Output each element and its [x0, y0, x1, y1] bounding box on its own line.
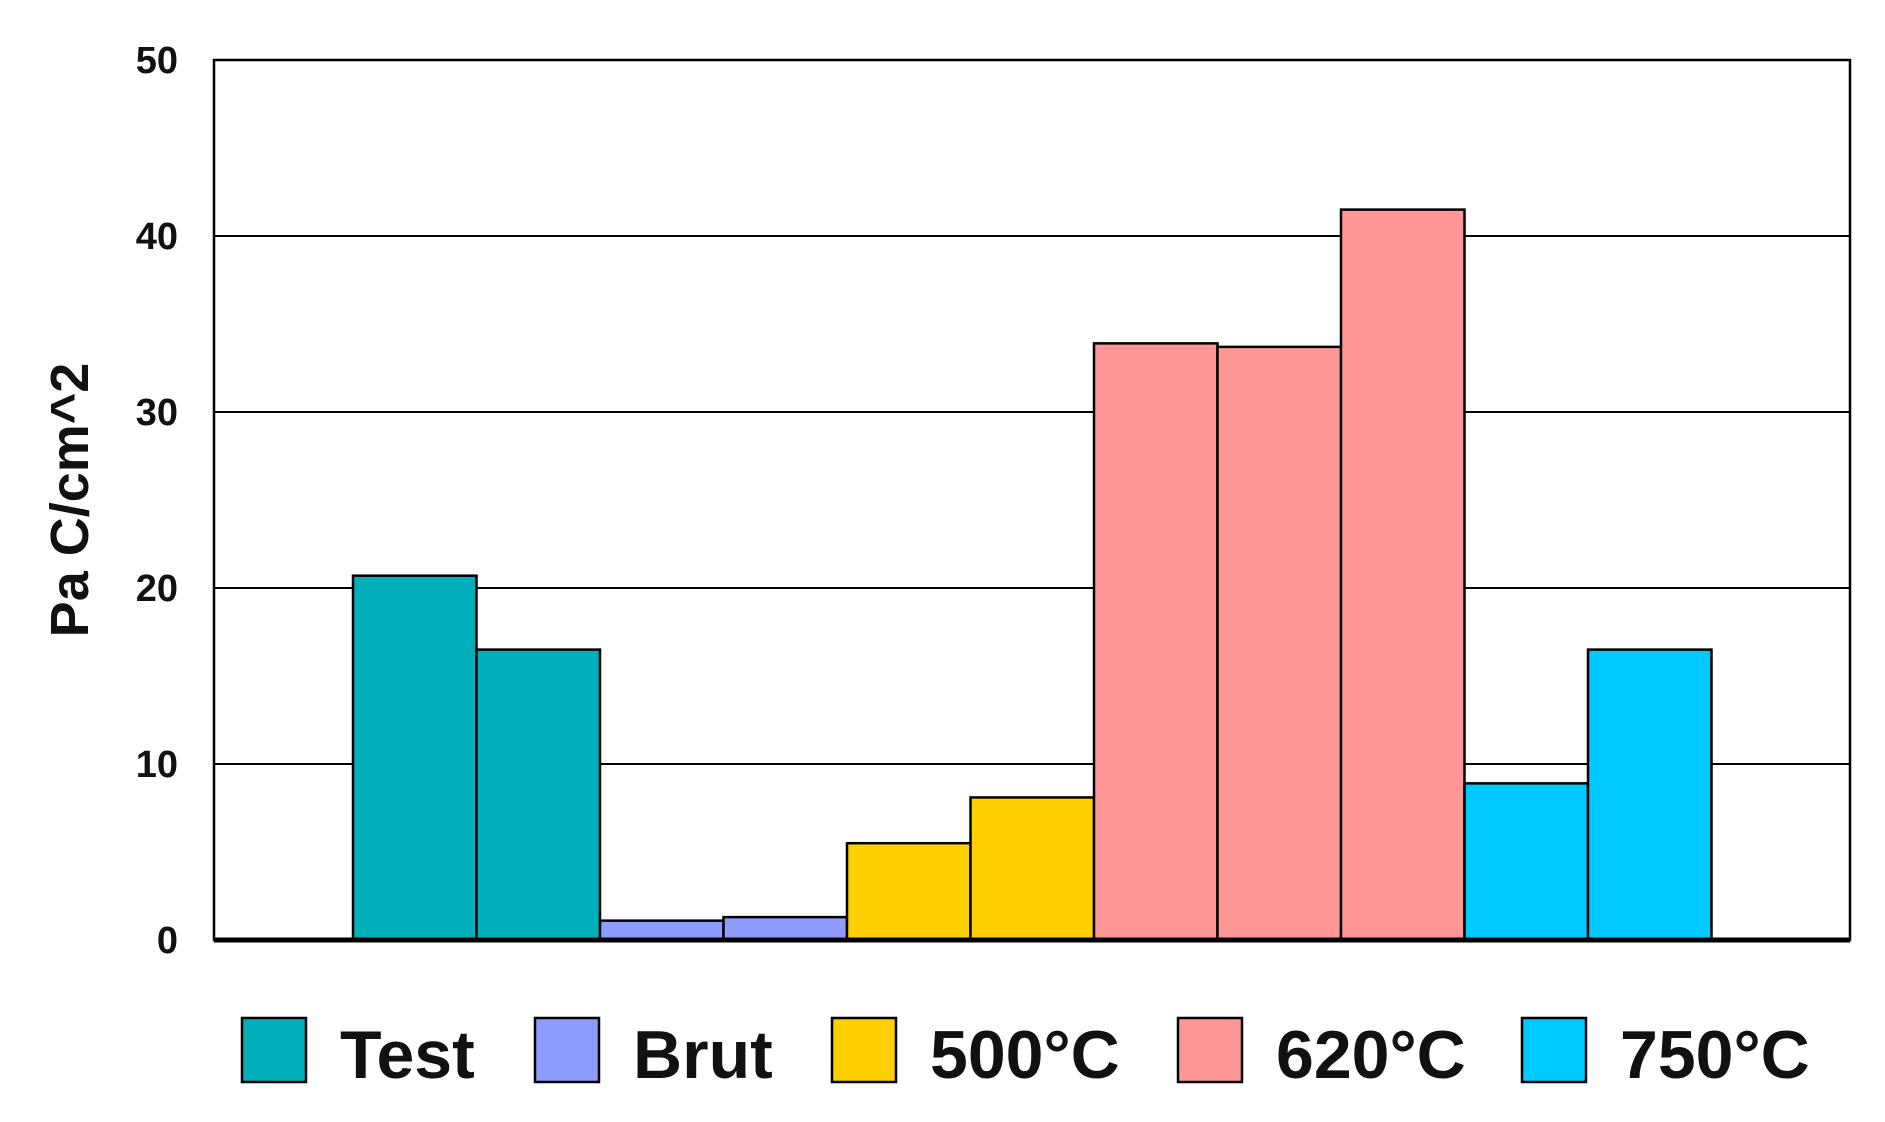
legend-swatch — [1520, 1016, 1588, 1084]
bar — [1216, 345, 1343, 942]
y-tick-label: 20 — [136, 568, 178, 610]
legend-swatch — [1176, 1016, 1244, 1084]
bar — [475, 648, 602, 942]
legend-label: Test — [340, 1017, 475, 1093]
legend-label: 620°C — [1276, 1017, 1466, 1093]
legend-label: 750°C — [1620, 1017, 1810, 1093]
legend-swatch — [830, 1016, 898, 1084]
bar — [1092, 342, 1219, 942]
bar — [1463, 782, 1590, 942]
y-tick-label: 30 — [136, 392, 178, 434]
bar — [1586, 648, 1713, 942]
y-axis-title: Pa C/cm^2 — [40, 363, 100, 638]
y-tick-label: 0 — [157, 920, 178, 962]
y-tick-label: 50 — [136, 40, 178, 82]
legend-label: 500°C — [930, 1017, 1120, 1093]
legend-swatch — [240, 1016, 308, 1084]
bar — [598, 919, 725, 942]
bar — [722, 915, 849, 942]
y-tick-label: 40 — [136, 216, 178, 258]
bars — [351, 208, 1713, 942]
y-axis-ticks: 0 10 20 30 40 50 — [136, 40, 178, 962]
bar — [1339, 208, 1466, 942]
legend: Test Brut 500°C 620°C 750°C — [240, 1016, 1810, 1093]
bar — [845, 841, 972, 942]
bar — [969, 796, 1096, 942]
legend-label: Brut — [633, 1017, 773, 1093]
legend-swatch — [533, 1016, 601, 1084]
y-tick-label: 10 — [136, 744, 178, 786]
bar — [351, 574, 478, 942]
